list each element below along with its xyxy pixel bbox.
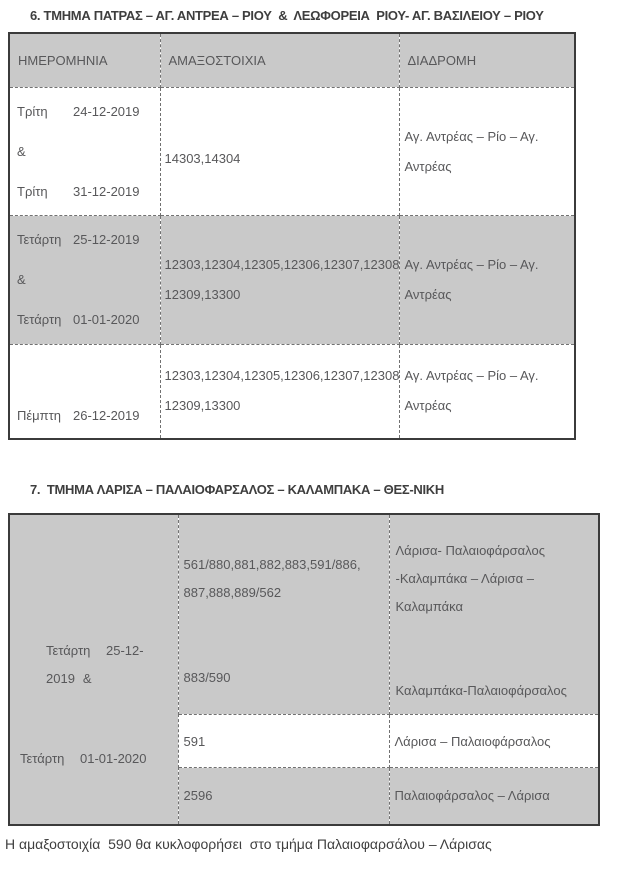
trains-cell: 12303,12304,12305,12306,12307,12308, 123… (159, 215, 400, 345)
table1-row-2: Τετάρτη 25-12-2019 & Τετάρτη 01-01-2020 12… (8, 215, 576, 345)
date-value: 01-01-2020 (80, 750, 147, 766)
route-line: Αγ. Αντρέας – Ρίο – Αγ. (404, 368, 539, 384)
route-cell: Αγ. Αντρέας – Ρίο – Αγ. Αντρέας (398, 344, 576, 439)
trains-cell: 561/880,881,882,883,591/886, 887,888,889… (177, 513, 390, 715)
date-line: Τρίτη 24-12-2019 (17, 92, 159, 132)
date-line: Τρίτη 31-12-2019 (17, 172, 159, 212)
route-line: Αγ. Αντρέας – Ρίο – Αγ. (404, 128, 539, 144)
route-line: Αντρέας (404, 398, 452, 414)
route-cell: Παλαιοφάρσαλος – Λάρισα (388, 767, 600, 825)
joiner-line: & (17, 143, 26, 159)
date-value: 24-12-2019 (73, 103, 140, 119)
section-7-heading: 7. ΤΜΗΜΑ ΛΑΡΙΣΑ – ΠΑΛΑΙΟΦΑΡΣΑΛΟΣ – ΚΑΛΑΜ… (30, 481, 444, 497)
footer-note: Η αμαξοστοιχία 590 θα κυκλοφορήσει στο τ… (5, 835, 492, 852)
route-line: Καλαμπάκα (395, 598, 464, 614)
train-numbers-line: 12303,12304,12305,12306,12307,12308, (164, 368, 399, 384)
page: 6. ΤΜΗΜΑ ΠΑΤΡΑΣ – ΑΓ. ΑΝΤΡΕΑ – ΡΙΟΥ & ΛΕ… (0, 8, 619, 852)
day-name: Τετάρτη (17, 232, 62, 247)
table1-header-row: ΗΜΕΡΟΜΗΝΙΑ ΑΜΑΞΟΣΤΟΙΧΙΑ ΔΙΑΔΡΟΜΗ (8, 32, 576, 88)
day-name: Τετάρτη (20, 750, 65, 766)
route-line: Αντρέας (404, 287, 452, 302)
joiner-line: & (17, 272, 26, 287)
route-line: Λάρισα- Παλαιοφάρσαλος (395, 542, 545, 558)
col-header-route: ΔΙΑΔΡΟΜΗ (398, 32, 576, 88)
date-cell: Τρίτη 24-12-2019 & Τρίτη 31-12-2019 (8, 87, 161, 216)
col-header-date: ΗΜΕΡΟΜΗΝΙΑ (8, 32, 161, 88)
date-value: 25-12-2019 (73, 232, 140, 247)
route-line: -Καλαμπάκα – Λάρισα – (395, 570, 534, 586)
table2-row-group: Τετάρτη 25-12-2019 & Τετάρτη 01-01-2020 561… (8, 513, 600, 825)
train-numbers-line: 561/880,881,882,883,591/886, (183, 556, 361, 572)
table1-row-1: Τρίτη 24-12-2019 & Τρίτη 31-12-2019 14303,… (8, 87, 576, 216)
route-line: Καλαμπάκα-Παλαιοφάρσαλος (395, 682, 567, 698)
date-value: 31-12-2019 (73, 183, 140, 199)
route-cell: Αγ. Αντρέας – Ρίο – Αγ. Αντρέας (398, 215, 576, 345)
day-name: Πέμπτη (17, 407, 62, 423)
train-numbers-line: 883/590 (183, 669, 231, 685)
date-cell: Τετάρτη 25-12-2019 & Τετάρτη 01-01-2020 (8, 513, 179, 825)
section-6-table: ΗΜΕΡΟΜΗΝΙΑ ΑΜΑΞΟΣΤΟΙΧΙΑ ΔΙΑΔΡΟΜΗ Τρίτη 24… (8, 32, 576, 440)
trains-cell: 2596 (177, 767, 390, 825)
trains-cell: 12303,12304,12305,12306,12307,12308, 123… (159, 344, 400, 439)
trains-cell: 591 (177, 714, 390, 768)
date-cell: Πέμπτη 26-12-2019 (8, 344, 161, 439)
joiner: & (82, 670, 92, 686)
date-value: 26-12-2019 (73, 407, 140, 423)
route-cell: Λάρισα – Παλαιοφάρσαλος (388, 714, 600, 768)
table2-row-591: 591 Λάρισα – Παλαιοφάρσαλος (9, 714, 600, 768)
date-line: Τετάρτη 01-01-2020 (20, 745, 177, 773)
train-numbers-line: 12309,13300 (164, 398, 241, 414)
train-numbers-line: 12309,13300 (164, 287, 241, 302)
day-name: Τρίτη (17, 183, 48, 199)
section-7-table: Τετάρτη 25-12-2019 & Τετάρτη 01-01-2020 561… (8, 512, 600, 826)
date-value: 01-01-2020 (73, 312, 140, 327)
date-cell: Τετάρτη 25-12-2019 & Τετάρτη 01-01-2020 (8, 215, 161, 345)
train-numbers-line: 12303,12304,12305,12306,12307,12308, (164, 257, 399, 272)
route-cell: Αγ. Αντρέας – Ρίο – Αγ. Αντρέας (398, 87, 576, 216)
route-cell: Λάρισα- Παλαιοφάρσαλος -Καλαμπάκα – Λάρι… (388, 513, 600, 715)
date-line: Πέμπτη 26-12-2019 (17, 407, 159, 438)
date-line: Τετάρτη 25-12-2019 (17, 220, 159, 260)
table2-row-2596: 2596 Παλαιοφάρσαλος – Λάρισα (9, 767, 600, 825)
train-numbers-line: 14303,14304 (164, 150, 241, 166)
col-header-trains: ΑΜΑΞΟΣΤΟΙΧΙΑ (159, 32, 400, 88)
train-numbers-line: 887,888,889/562 (183, 584, 282, 600)
date-line: Τετάρτη 01-01-2020 (17, 300, 159, 340)
day-name: Τετάρτη (17, 312, 62, 327)
section-6-heading: 6. ΤΜΗΜΑ ΠΑΤΡΑΣ – ΑΓ. ΑΝΤΡΕΑ – ΡΙΟΥ & ΛΕ… (30, 8, 544, 23)
route-line: Αγ. Αντρέας – Ρίο – Αγ. (404, 257, 539, 272)
date-line: Τετάρτη 25-12-2019 & (20, 637, 177, 693)
date-value: 25-12-2019 (46, 642, 144, 686)
day-name: Τετάρτη (46, 642, 91, 658)
day-name: Τρίτη (17, 103, 48, 119)
route-line: Αντρέας (404, 158, 452, 174)
trains-cell: 14303,14304 (159, 87, 400, 216)
table1-row-3: Πέμπτη 26-12-2019 12303,12304,12305,12306… (8, 344, 576, 439)
